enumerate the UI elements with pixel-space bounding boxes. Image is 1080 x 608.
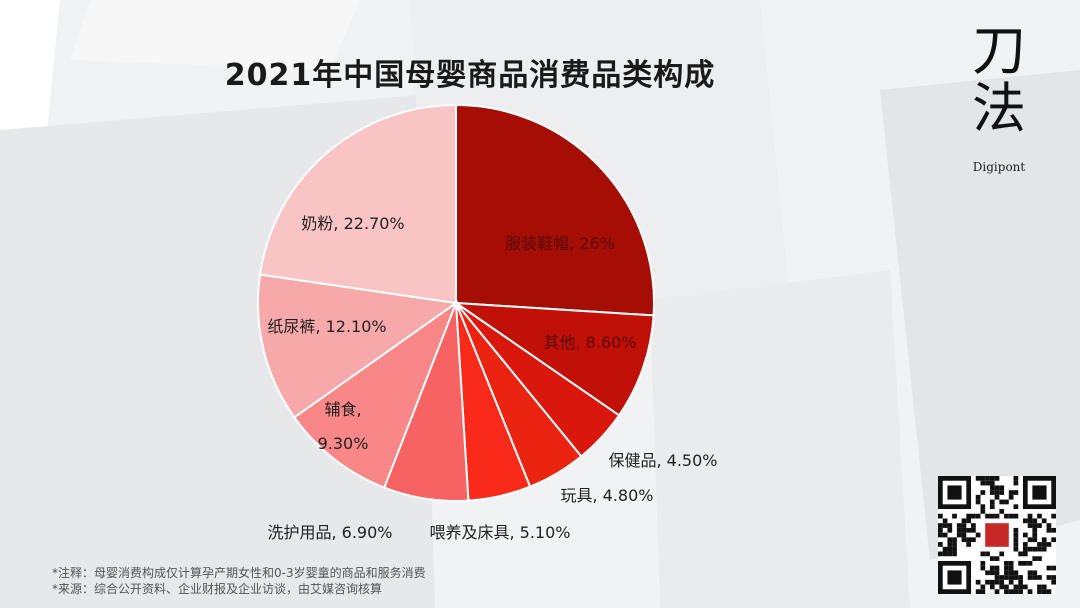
slice-label-4: 玩具, 4.80% [560, 486, 653, 505]
pie-slice-7 [292, 300, 459, 489]
brand-char-2: 法 [972, 77, 1026, 140]
brand-logo: 刀 法 [964, 22, 1034, 138]
slice-label-5: 喂养及床具, 5.10% [429, 523, 570, 542]
slice-label-1: 服装鞋帽, 26% [505, 234, 615, 253]
brand-name-en: Digipont [972, 160, 1026, 174]
pie-slice-1 [455, 103, 655, 317]
slice-label-2: 其他, 8.60% [543, 333, 636, 352]
pie-slice-8 [257, 273, 459, 419]
slice-label-7: 辅食, 9.30% [318, 400, 369, 453]
footnote-source: *来源：综合公开资料、企业财报及企业访谈，由艾媒咨询核算 [52, 582, 383, 596]
footnote-note: *注释：母婴消费构成仅计算孕产期女性和0-3岁婴童的商品和服务消费 [52, 566, 426, 580]
chart-title: 2021年中国母婴商品消费品类构成 [224, 58, 716, 93]
slice-label-8: 纸尿裤, 12.10% [267, 317, 386, 336]
slice-label-3: 保健品, 4.50% [608, 451, 717, 470]
footnotes: *注释：母婴消费构成仅计算孕产期女性和0-3岁婴童的商品和服务消费 *来源：综合… [52, 565, 426, 597]
pie-slice-2 [452, 301, 655, 417]
pie-slice-9 [258, 103, 457, 305]
pie-chart: 服装鞋帽, 26% 其他, 8.60% 保健品, 4.50% 玩具, 4.80% 喂养及… [257, 103, 718, 542]
slice-label-6: 洗护用品, 6.90% [267, 523, 392, 542]
qr-code-icon [938, 476, 1056, 594]
slice-label-9: 奶粉, 22.70% [301, 214, 404, 233]
brand-char-1: 刀 [972, 19, 1026, 82]
